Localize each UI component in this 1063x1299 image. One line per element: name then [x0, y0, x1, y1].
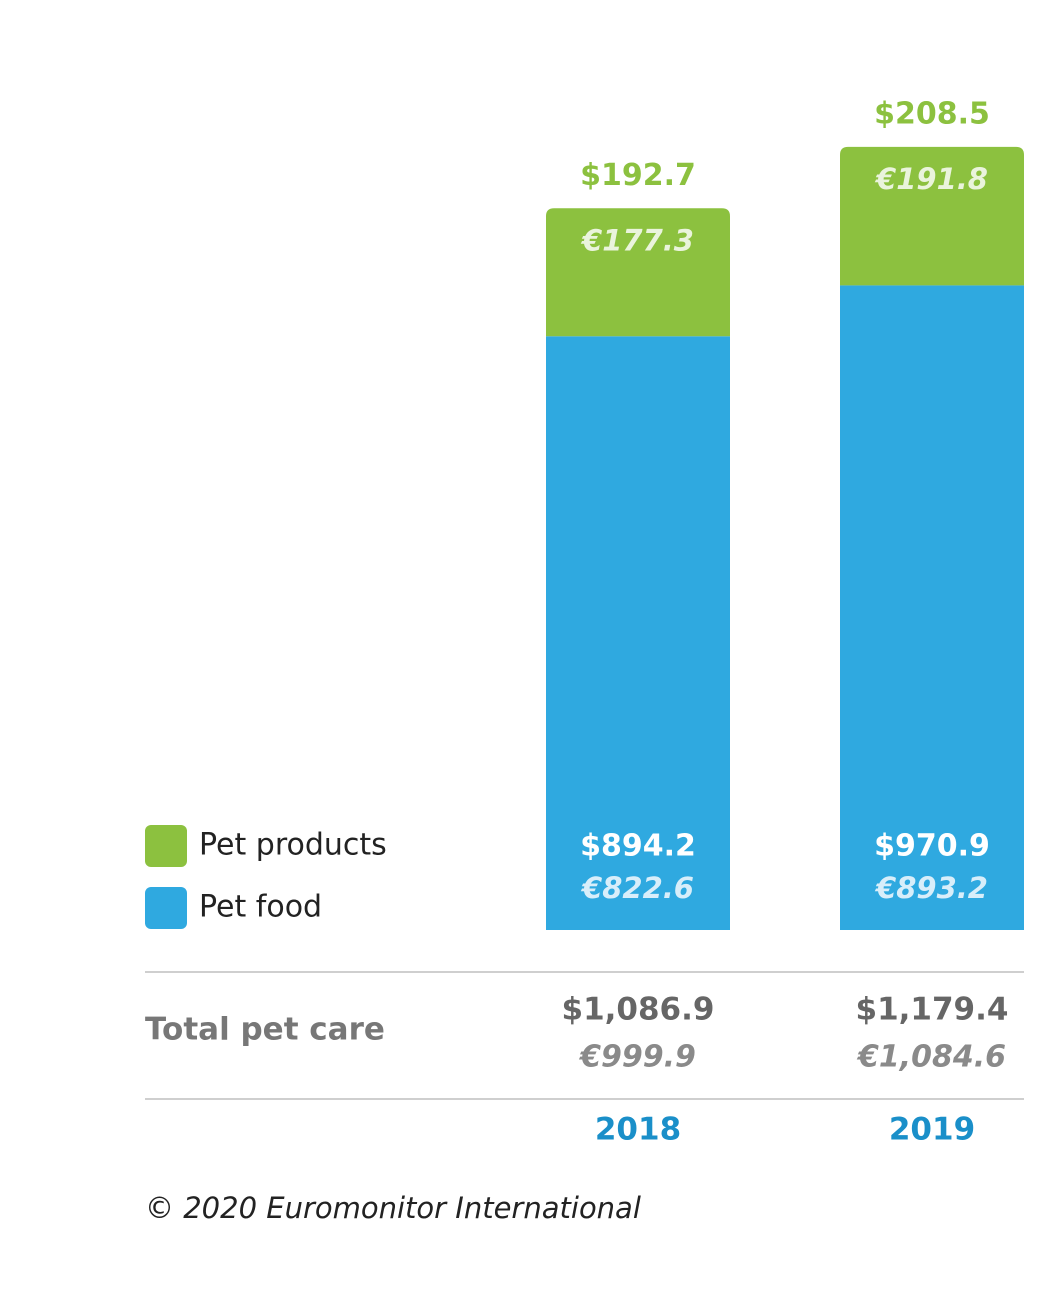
total-value: $1,086.9 — [562, 992, 715, 1028]
bar-segment — [546, 336, 730, 930]
total-value: $1,179.4 — [856, 992, 1009, 1028]
bar-segment — [840, 146, 1024, 286]
legend-label: Pet food — [199, 890, 322, 925]
bar-segment — [546, 208, 730, 337]
value-label: $192.7 — [580, 158, 696, 193]
bar-segment — [840, 285, 1024, 930]
value-label-eur: €822.6 — [580, 871, 694, 905]
total-value-eur: €999.9 — [578, 1040, 696, 1075]
x-tick-label: 2019 — [889, 1112, 975, 1148]
value-label-eur: €191.8 — [874, 162, 988, 196]
value-label: $970.9 — [874, 829, 990, 864]
x-tick-label: 2018 — [595, 1112, 681, 1148]
totals-label: Total pet care — [145, 1012, 385, 1048]
value-label: $208.5 — [874, 96, 990, 131]
legend-swatch — [145, 887, 187, 929]
source: © 2020 Euromonitor International — [145, 1191, 641, 1225]
value-label: $894.2 — [580, 829, 696, 864]
value-label-eur: €177.3 — [580, 223, 694, 257]
value-label-eur: €893.2 — [874, 871, 988, 905]
legend-swatch — [145, 825, 187, 867]
total-value-eur: €1,084.6 — [856, 1040, 1006, 1075]
legend-label: Pet products — [199, 828, 387, 863]
